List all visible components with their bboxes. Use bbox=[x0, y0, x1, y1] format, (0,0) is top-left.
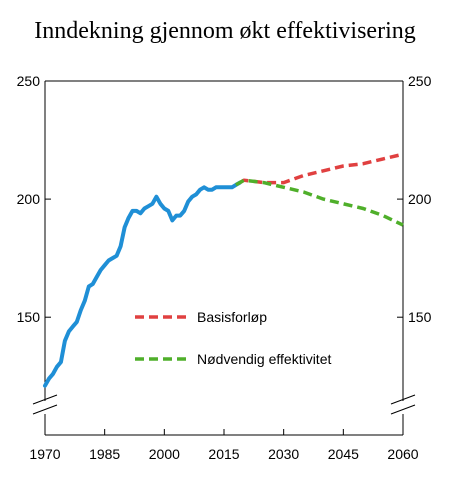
right-axis-break-mark-2 bbox=[390, 404, 416, 415]
legend-label: Nødvendig effektivitet bbox=[197, 351, 331, 367]
legend: Basisforløp Nødvendig effektivitet bbox=[135, 309, 331, 367]
x-tick-label: 2000 bbox=[149, 446, 180, 462]
right-axis-break-mark-1 bbox=[390, 394, 416, 405]
legend-label: Basisforløp bbox=[197, 309, 267, 325]
x-tick-label: 1970 bbox=[29, 446, 60, 462]
series-line-2 bbox=[238, 152, 404, 185]
y-tick-label-right: 200 bbox=[408, 191, 432, 207]
chart-title: Inndekning gjennom økt effektivisering bbox=[34, 18, 415, 44]
left-axis-break-mark-2 bbox=[32, 404, 58, 415]
y-tick-label-left: 200 bbox=[17, 191, 41, 207]
y-tick-label-left: 150 bbox=[17, 309, 41, 325]
x-tick-label: 1985 bbox=[89, 446, 120, 462]
series-layer bbox=[43, 152, 404, 388]
y-tick-label-left: 250 bbox=[17, 73, 41, 89]
left-axis-break-mark-1 bbox=[32, 394, 58, 405]
series-line-1 bbox=[43, 180, 242, 388]
series-line-3 bbox=[235, 178, 404, 227]
x-tick-label: 2045 bbox=[328, 446, 359, 462]
axis-ticks: 1970 1985 2000 2015 2030 2045 2060 150 150 200 200… bbox=[17, 73, 432, 462]
plot-frame bbox=[32, 80, 416, 436]
x-tick-label: 2015 bbox=[208, 446, 239, 462]
x-tick-label: 2030 bbox=[268, 446, 299, 462]
y-tick-label-right: 150 bbox=[408, 309, 432, 325]
y-tick-label-right: 250 bbox=[408, 73, 432, 89]
x-tick-label: 2060 bbox=[387, 446, 418, 462]
